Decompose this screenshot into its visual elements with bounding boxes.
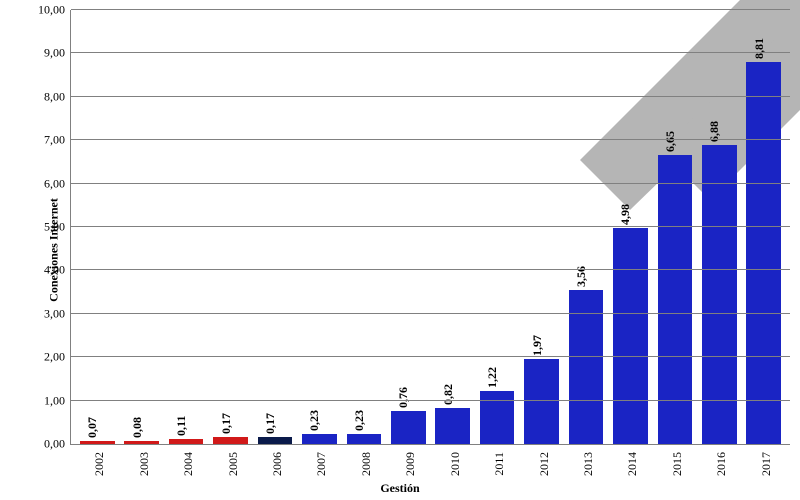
bar-slot: 1,222011 [475,10,519,444]
bar: 1,97 [524,359,559,444]
bar-value-label: 1,22 [485,367,500,388]
bars-group: 0,0720020,0820030,1120040,1720050,172006… [71,10,790,444]
x-tick-label: 2013 [581,452,596,476]
gridline [71,226,790,227]
x-tick-label: 2004 [181,452,196,476]
bar-value-label: 0,17 [263,413,278,434]
x-axis-label: Gestión [380,481,419,496]
bar-slot: 0,112004 [164,10,208,444]
bar-slot: 1,972012 [519,10,563,444]
x-tick-label: 2011 [492,452,507,476]
bar: 6,65 [658,155,693,444]
bar-value-label: 6,65 [663,131,678,152]
gridline [71,443,790,444]
x-tick-label: 2012 [537,452,552,476]
bar: 0,82 [435,408,470,444]
gridline [71,356,790,357]
bar-slot: 0,762009 [386,10,430,444]
x-tick-label: 2017 [759,452,774,476]
y-tick-label: 7,00 [44,133,71,148]
bar-slot: 8,812017 [742,10,786,444]
y-tick-label: 6,00 [44,176,71,191]
y-tick-label: 9,00 [44,46,71,61]
x-tick-label: 2007 [314,452,329,476]
x-tick-label: 2010 [448,452,463,476]
bar-slot: 0,822010 [431,10,475,444]
bar-slot: 6,882016 [697,10,741,444]
bar-slot: 0,082003 [119,10,163,444]
y-tick-label: 3,00 [44,306,71,321]
bar-value-label: 0,17 [219,413,234,434]
y-tick-label: 5,00 [44,220,71,235]
y-tick-label: 2,00 [44,350,71,365]
bar-value-label: 0,76 [396,387,411,408]
gridline [71,400,790,401]
bar-slot: 0,232007 [297,10,341,444]
bar-slot: 3,562013 [564,10,608,444]
bar-value-label: 4,98 [618,204,633,225]
bar-slot: 0,172006 [253,10,297,444]
bar-value-label: 0,23 [352,410,367,431]
y-tick-label: 10,00 [38,3,71,18]
x-tick-label: 2014 [625,452,640,476]
x-tick-label: 2006 [270,452,285,476]
plot-area: 0,0720020,0820030,1120040,1720050,172006… [70,10,790,445]
bar-value-label: 0,23 [307,410,322,431]
y-axis-label: Conexiones Internet [46,198,61,302]
x-tick-label: 2002 [92,452,107,476]
gridline [71,9,790,10]
bar-value-label: 0,07 [85,417,100,438]
bar: 4,98 [613,228,648,444]
gridline [71,52,790,53]
bar: 0,76 [391,411,426,444]
x-tick-label: 2003 [137,452,152,476]
x-tick-label: 2016 [714,452,729,476]
y-tick-label: 1,00 [44,393,71,408]
bar: 8,81 [746,62,781,444]
bar-value-label: 0,11 [174,416,189,436]
gridline [71,269,790,270]
bar-value-label: 0,82 [441,384,456,405]
x-tick-label: 2015 [670,452,685,476]
y-tick-label: 8,00 [44,89,71,104]
gridline [71,139,790,140]
bar-slot: 4,982014 [608,10,652,444]
gridline [71,96,790,97]
x-tick-label: 2009 [403,452,418,476]
bar-slot: 6,652015 [653,10,697,444]
bar-slot: 0,232008 [342,10,386,444]
bar-slot: 0,172005 [208,10,252,444]
chart-container: Conexiones Internet Gestión 0,0720020,08… [0,0,800,500]
bar-value-label: 8,81 [752,38,767,59]
y-tick-label: 4,00 [44,263,71,278]
bar-value-label: 0,08 [130,417,145,438]
bar-value-label: 1,97 [530,335,545,356]
gridline [71,183,790,184]
gridline [71,313,790,314]
x-tick-label: 2008 [359,452,374,476]
x-tick-label: 2005 [226,452,241,476]
y-tick-label: 0,00 [44,437,71,452]
bar-slot: 0,072002 [75,10,119,444]
